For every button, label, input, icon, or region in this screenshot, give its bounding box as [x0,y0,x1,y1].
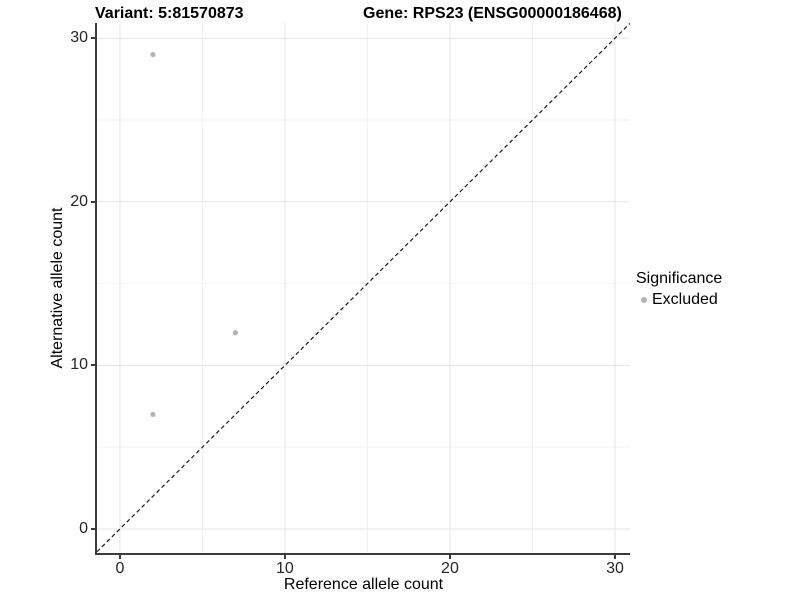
plot-title-gene: Gene: RPS23 (ENSG00000186468) [363,5,622,22]
y-axis-tick-label: 0 [79,519,88,537]
legend-key-dot-icon [641,297,647,303]
y-axis-tick-label: 20 [70,192,88,210]
y-axis-tick [91,527,95,530]
y-axis-tick [91,364,95,367]
y-axis-title: Alternative allele count [49,207,66,369]
legend: Significance Excluded [636,270,722,309]
data-point-excluded [232,330,239,336]
x-axis-tick-label: 20 [441,560,459,577]
legend-entry-label: Excluded [652,291,718,308]
plot-panel [95,23,630,555]
x-axis-tick-label: 10 [276,560,294,577]
legend-entry-excluded: Excluded [636,291,722,309]
plot-title-variant: Variant: 5:81570873 [95,5,244,22]
x-axis-tick-label: 30 [606,560,624,577]
y-axis-tick [91,37,95,40]
y-axis-tick-label: 10 [70,356,88,374]
x-axis-tick [283,555,286,559]
identity-dashed-line [97,23,630,553]
x-axis-tick [118,555,121,559]
plot-canvas [97,23,630,553]
x-axis-tick [448,555,451,559]
data-point-excluded [150,411,156,418]
y-axis-tick-label: 30 [70,29,88,47]
data-point-excluded [150,51,156,58]
x-axis-title: Reference allele count [283,576,444,593]
x-axis-tick [613,555,616,559]
legend-title: Significance [636,270,723,287]
y-axis-tick [91,200,95,203]
x-axis-tick-label: 0 [115,560,125,577]
